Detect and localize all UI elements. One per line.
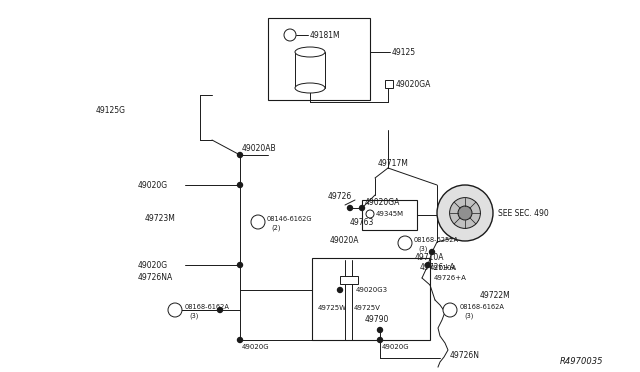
Circle shape xyxy=(429,250,435,254)
Circle shape xyxy=(168,303,182,317)
Circle shape xyxy=(443,303,457,317)
Text: 49020AB: 49020AB xyxy=(242,144,276,153)
Bar xyxy=(362,200,417,230)
Text: 49726+A: 49726+A xyxy=(420,263,456,273)
Text: 49725V: 49725V xyxy=(354,305,381,311)
Text: 49790: 49790 xyxy=(365,315,389,324)
Text: (3): (3) xyxy=(464,313,474,319)
Circle shape xyxy=(237,337,243,343)
Circle shape xyxy=(348,205,353,211)
Text: 49726: 49726 xyxy=(328,192,352,201)
Text: R4970035: R4970035 xyxy=(560,357,604,366)
Text: 49725W: 49725W xyxy=(318,305,347,311)
Text: 49181M: 49181M xyxy=(310,31,340,39)
Text: 49125: 49125 xyxy=(392,48,416,57)
Text: 49020G: 49020G xyxy=(382,344,410,350)
Text: S: S xyxy=(403,241,407,246)
Bar xyxy=(312,258,430,340)
Circle shape xyxy=(237,263,243,267)
Circle shape xyxy=(450,198,481,228)
Text: 49723M: 49723M xyxy=(145,214,176,222)
Text: 49710A: 49710A xyxy=(430,265,457,271)
Text: 49717M: 49717M xyxy=(378,158,409,167)
Text: 49726NA: 49726NA xyxy=(138,273,173,282)
Text: S: S xyxy=(448,308,452,312)
Text: (3): (3) xyxy=(418,246,428,252)
Text: 49020G: 49020G xyxy=(138,180,168,189)
Circle shape xyxy=(237,183,243,187)
Text: 49763: 49763 xyxy=(350,218,374,227)
Text: 49726+A: 49726+A xyxy=(434,275,467,281)
Circle shape xyxy=(237,153,243,157)
Text: SEE SEC. 490: SEE SEC. 490 xyxy=(498,208,548,218)
Circle shape xyxy=(218,308,223,312)
Text: 08168-6162A: 08168-6162A xyxy=(185,304,230,310)
Bar xyxy=(340,276,358,284)
Text: 49125G: 49125G xyxy=(96,106,126,115)
Text: 08168-6252A: 08168-6252A xyxy=(414,237,459,243)
Circle shape xyxy=(378,327,383,333)
Text: S: S xyxy=(173,308,177,312)
Text: 49710A: 49710A xyxy=(415,253,445,263)
Text: 49722M: 49722M xyxy=(480,291,511,299)
Circle shape xyxy=(366,210,374,218)
Circle shape xyxy=(378,337,383,343)
Circle shape xyxy=(337,288,342,292)
Circle shape xyxy=(360,205,365,211)
Circle shape xyxy=(398,236,412,250)
Text: 49345M: 49345M xyxy=(376,211,404,217)
Text: 49020GA: 49020GA xyxy=(396,80,431,89)
Circle shape xyxy=(284,29,296,41)
Circle shape xyxy=(437,185,493,241)
Circle shape xyxy=(251,215,265,229)
Circle shape xyxy=(426,263,431,267)
Text: 49020G: 49020G xyxy=(242,344,269,350)
Text: (2): (2) xyxy=(271,225,280,231)
Text: 49020G3: 49020G3 xyxy=(356,287,388,293)
Text: 49020G: 49020G xyxy=(138,260,168,269)
Text: B: B xyxy=(256,219,260,224)
Text: 49020A: 49020A xyxy=(330,235,360,244)
Circle shape xyxy=(458,206,472,220)
Bar xyxy=(385,80,393,88)
Text: 08146-6162G: 08146-6162G xyxy=(267,216,312,222)
Text: 08168-6162A: 08168-6162A xyxy=(460,304,505,310)
Bar xyxy=(268,18,370,100)
Ellipse shape xyxy=(295,47,325,57)
Text: (3): (3) xyxy=(189,313,198,319)
Ellipse shape xyxy=(295,83,325,93)
Text: 49020GA: 49020GA xyxy=(365,198,401,206)
Text: 49726N: 49726N xyxy=(450,350,480,359)
